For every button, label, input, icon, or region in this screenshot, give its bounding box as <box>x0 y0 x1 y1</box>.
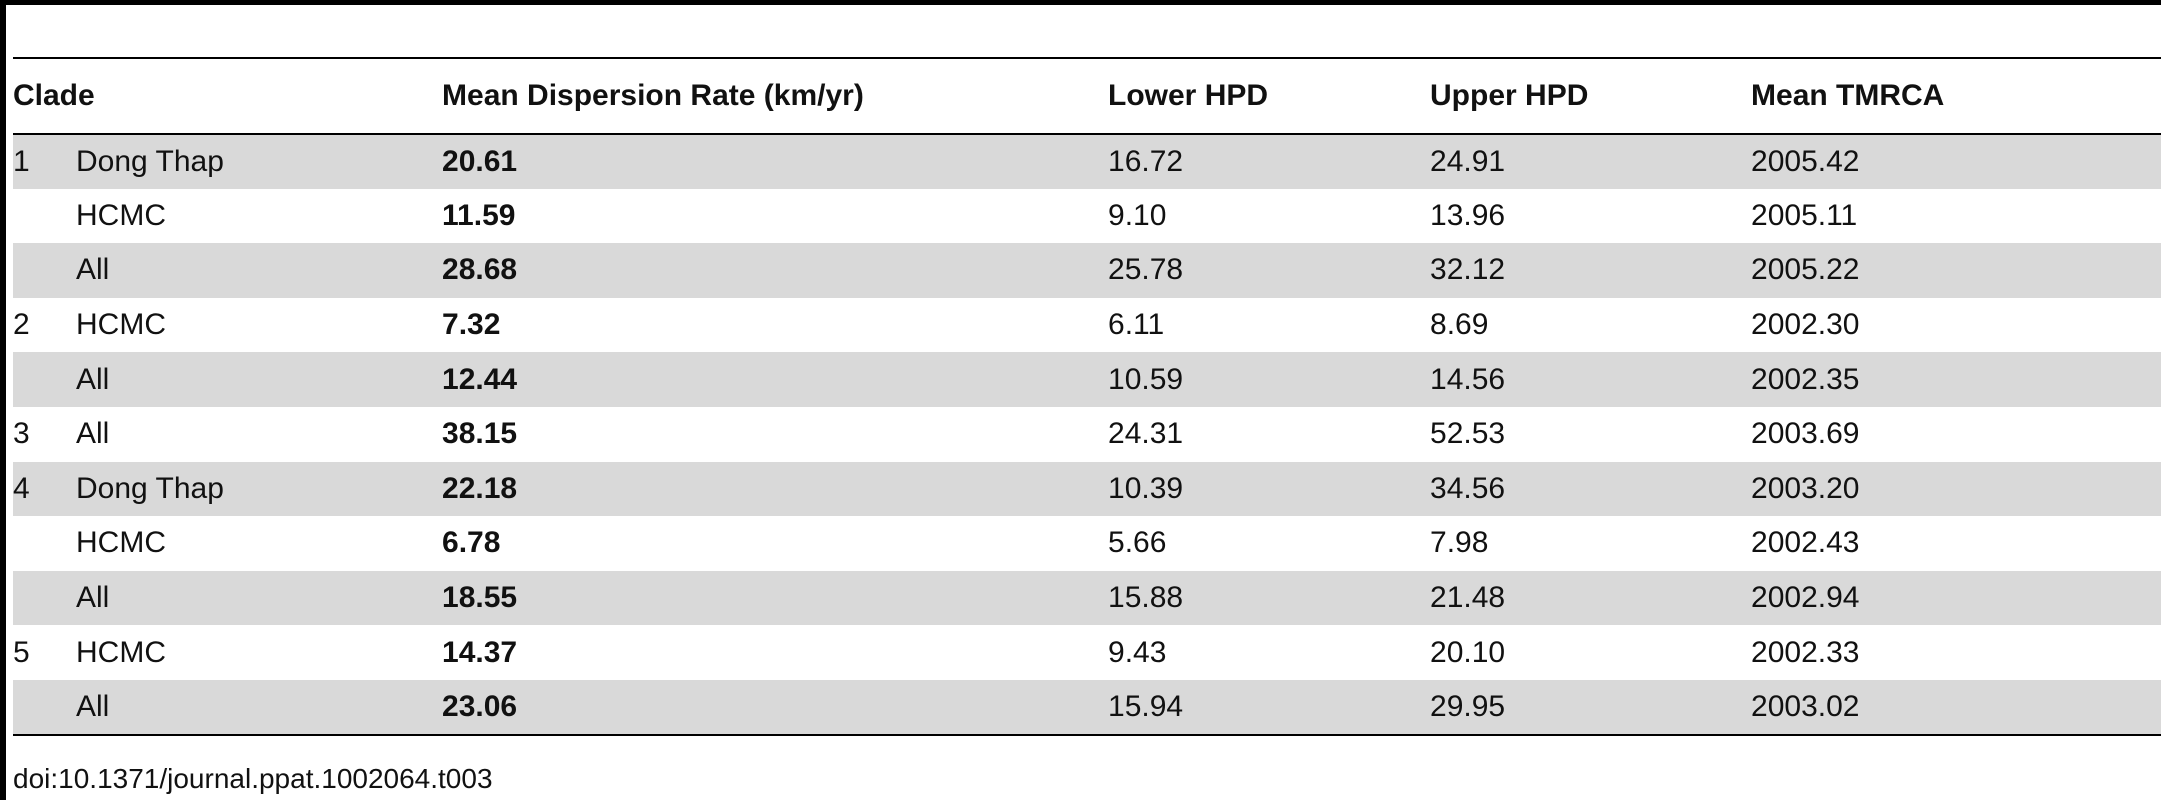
cell-mean-dispersion-rate: 14.37 <box>442 635 518 669</box>
cell-mean-dispersion-rate: 22.18 <box>442 471 518 505</box>
cell-mean-tmrca: 2002.30 <box>1751 308 1860 342</box>
cell-mean-tmrca: 2002.43 <box>1751 526 1860 560</box>
cell-mean-dispersion-rate: 11.59 <box>442 198 516 232</box>
cell-clade: 4 <box>13 471 30 505</box>
cell-location: All <box>76 581 110 615</box>
cell-location: HCMC <box>76 526 166 560</box>
table-row: All 12.44 10.59 14.56 2002.35 <box>13 352 2161 407</box>
left-border-rule <box>0 0 6 800</box>
cell-upper-hpd: 21.48 <box>1430 581 1506 615</box>
data-table-container: Clade Mean Dispersion Rate (km/yr) Lower… <box>13 57 2161 736</box>
table-row: All 28.68 25.78 32.12 2005.22 <box>13 243 2161 298</box>
cell-mean-tmrca: 2003.20 <box>1751 471 1860 505</box>
cell-mean-tmrca: 2003.02 <box>1751 689 1860 723</box>
cell-clade <box>13 352 76 407</box>
cell-mean-tmrca: 2005.11 <box>1751 198 1858 232</box>
table-row: All 18.55 15.88 21.48 2002.94 <box>13 570 2161 626</box>
cell-lower-hpd: 6.11 <box>1108 308 1165 342</box>
cell-clade <box>13 243 76 298</box>
cell-lower-hpd: 15.94 <box>1108 689 1184 723</box>
cell-lower-hpd: 24.31 <box>1108 417 1184 451</box>
cell-mean-dispersion-rate: 23.06 <box>442 689 518 723</box>
table-body: 1 Dong Thap 20.61 16.72 24.91 2005.42 HCMC 11.5… <box>13 134 2161 735</box>
cell-location: HCMC <box>76 198 166 232</box>
header-mean-dispersion-rate: Mean Dispersion Rate (km/yr) <box>442 79 864 112</box>
table-header-row: Clade Mean Dispersion Rate (km/yr) Lower… <box>13 58 2161 134</box>
cell-mean-tmrca: 2003.69 <box>1751 417 1860 451</box>
cell-lower-hpd: 9.43 <box>1108 635 1167 669</box>
header-mean-tmrca: Mean TMRCA <box>1751 79 1945 112</box>
cell-upper-hpd: 34.56 <box>1430 471 1506 505</box>
table-row: HCMC 11.59 9.10 13.96 2005.11 <box>13 189 2161 244</box>
cell-clade <box>13 571 76 626</box>
cell-location: Dong Thap <box>76 144 224 178</box>
cell-clade: 5 <box>13 635 30 669</box>
cell-mean-dispersion-rate: 12.44 <box>442 362 518 396</box>
cell-upper-hpd: 7.98 <box>1430 526 1489 560</box>
cell-lower-hpd: 10.39 <box>1108 471 1184 505</box>
cell-location: All <box>76 417 110 451</box>
cell-mean-dispersion-rate: 28.68 <box>442 253 518 287</box>
cell-mean-dispersion-rate: 20.61 <box>442 144 518 178</box>
cell-lower-hpd: 9.10 <box>1108 198 1167 232</box>
top-border-rule <box>0 0 2161 5</box>
cell-upper-hpd: 24.91 <box>1430 144 1506 178</box>
cell-clade <box>13 680 76 735</box>
cell-clade: 3 <box>13 417 30 451</box>
cell-upper-hpd: 29.95 <box>1430 689 1506 723</box>
cell-mean-tmrca: 2002.35 <box>1751 362 1860 396</box>
cell-mean-tmrca: 2002.33 <box>1751 635 1860 669</box>
cell-location: All <box>76 253 110 287</box>
table-row: All 23.06 15.94 29.95 2003.02 <box>13 679 2161 735</box>
cell-clade: 2 <box>13 308 30 342</box>
cell-lower-hpd: 10.59 <box>1108 362 1184 396</box>
table-row: HCMC 6.78 5.66 7.98 2002.43 <box>13 516 2161 571</box>
cell-mean-dispersion-rate: 6.78 <box>442 526 501 560</box>
header-clade: Clade <box>13 79 95 112</box>
cell-clade <box>13 189 76 244</box>
table-row: 4 Dong Thap 22.18 10.39 34.56 2003.20 <box>13 461 2161 517</box>
cell-location: HCMC <box>76 308 166 342</box>
table-row: 1 Dong Thap 20.61 16.72 24.91 2005.42 <box>13 134 2161 189</box>
table-row: 3 All 38.15 24.31 52.53 2003.69 <box>13 407 2161 462</box>
header-lower-hpd: Lower HPD <box>1108 79 1269 112</box>
cell-lower-hpd: 5.66 <box>1108 526 1167 560</box>
cell-mean-tmrca: 2005.42 <box>1751 144 1860 178</box>
cell-upper-hpd: 8.69 <box>1430 308 1489 342</box>
cell-clade <box>13 516 76 571</box>
cell-mean-dispersion-rate: 38.15 <box>442 417 518 451</box>
cell-mean-tmrca: 2005.22 <box>1751 253 1860 287</box>
table-row: 2 HCMC 7.32 6.11 8.69 2002.30 <box>13 298 2161 353</box>
cell-upper-hpd: 14.56 <box>1430 362 1506 396</box>
doi-caption: doi:10.1371/journal.ppat.1002064.t003 <box>13 763 493 794</box>
dispersion-rate-table: Clade Mean Dispersion Rate (km/yr) Lower… <box>13 57 2161 736</box>
cell-location: Dong Thap <box>76 471 224 505</box>
cell-clade: 1 <box>13 144 30 178</box>
cell-location: HCMC <box>76 635 166 669</box>
cell-lower-hpd: 16.72 <box>1108 144 1184 178</box>
cell-mean-dispersion-rate: 18.55 <box>442 581 518 615</box>
cell-lower-hpd: 25.78 <box>1108 253 1184 287</box>
cell-location: All <box>76 362 110 396</box>
cell-upper-hpd: 32.12 <box>1430 253 1506 287</box>
cell-mean-tmrca: 2002.94 <box>1751 581 1860 615</box>
cell-upper-hpd: 13.96 <box>1430 198 1506 232</box>
cell-lower-hpd: 15.88 <box>1108 581 1184 615</box>
header-upper-hpd: Upper HPD <box>1430 79 1589 112</box>
table-row: 5 HCMC 14.37 9.43 20.10 2002.33 <box>13 625 2161 680</box>
cell-location: All <box>76 689 110 723</box>
cell-upper-hpd: 20.10 <box>1430 635 1506 669</box>
cell-mean-dispersion-rate: 7.32 <box>442 308 501 342</box>
cell-upper-hpd: 52.53 <box>1430 417 1506 451</box>
